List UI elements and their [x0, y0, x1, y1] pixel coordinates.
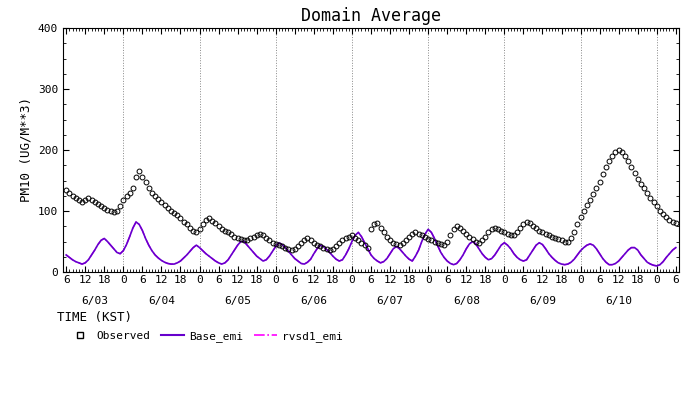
- Observed: [62, 187, 71, 192]
- rvsd1_emi: [671, 245, 680, 250]
- Observed: [205, 216, 214, 221]
- Observed: [288, 248, 296, 252]
- Text: 6/09: 6/09: [529, 296, 556, 306]
- Observed: [284, 246, 293, 251]
- Base_emi: [62, 252, 71, 257]
- Text: 6/05: 6/05: [224, 296, 251, 306]
- Base_emi: [671, 245, 680, 250]
- Base_emi: [208, 256, 216, 261]
- Observed: [519, 222, 528, 227]
- Base_emi: [522, 258, 531, 262]
- rvsd1_emi: [309, 251, 318, 256]
- Base_emi: [519, 259, 528, 264]
- rvsd1_emi: [62, 252, 71, 257]
- Line: Base_emi: Base_emi: [66, 222, 676, 266]
- Text: 6/06: 6/06: [300, 296, 328, 306]
- Observed: [671, 221, 680, 226]
- rvsd1_emi: [522, 258, 531, 262]
- Text: 6/08: 6/08: [453, 296, 480, 306]
- Line: Observed: Observed: [64, 148, 678, 252]
- Text: 6/03: 6/03: [81, 296, 108, 306]
- Observed: [522, 220, 531, 224]
- Base_emi: [132, 220, 140, 224]
- rvsd1_emi: [443, 259, 452, 264]
- rvsd1_emi: [652, 264, 661, 268]
- Line: rvsd1_emi: rvsd1_emi: [66, 222, 676, 266]
- rvsd1_emi: [208, 256, 216, 261]
- Text: 6/07: 6/07: [377, 296, 404, 306]
- Observed: [443, 239, 452, 244]
- Base_emi: [309, 251, 318, 256]
- rvsd1_emi: [288, 252, 296, 257]
- Legend: Observed, Base_emi, rvsd1_emi: Observed, Base_emi, rvsd1_emi: [69, 331, 343, 342]
- Title: Domain Average: Domain Average: [301, 7, 441, 25]
- rvsd1_emi: [132, 220, 140, 224]
- Base_emi: [652, 264, 661, 268]
- Observed: [615, 148, 623, 152]
- Y-axis label: PM10 (UG/M**3): PM10 (UG/M**3): [20, 98, 32, 202]
- Observed: [309, 240, 318, 245]
- Base_emi: [288, 252, 296, 257]
- Text: 6/04: 6/04: [148, 296, 175, 306]
- Text: 6/10: 6/10: [606, 296, 632, 306]
- Text: TIME (KST): TIME (KST): [57, 311, 132, 324]
- rvsd1_emi: [519, 259, 528, 264]
- Base_emi: [443, 259, 452, 264]
